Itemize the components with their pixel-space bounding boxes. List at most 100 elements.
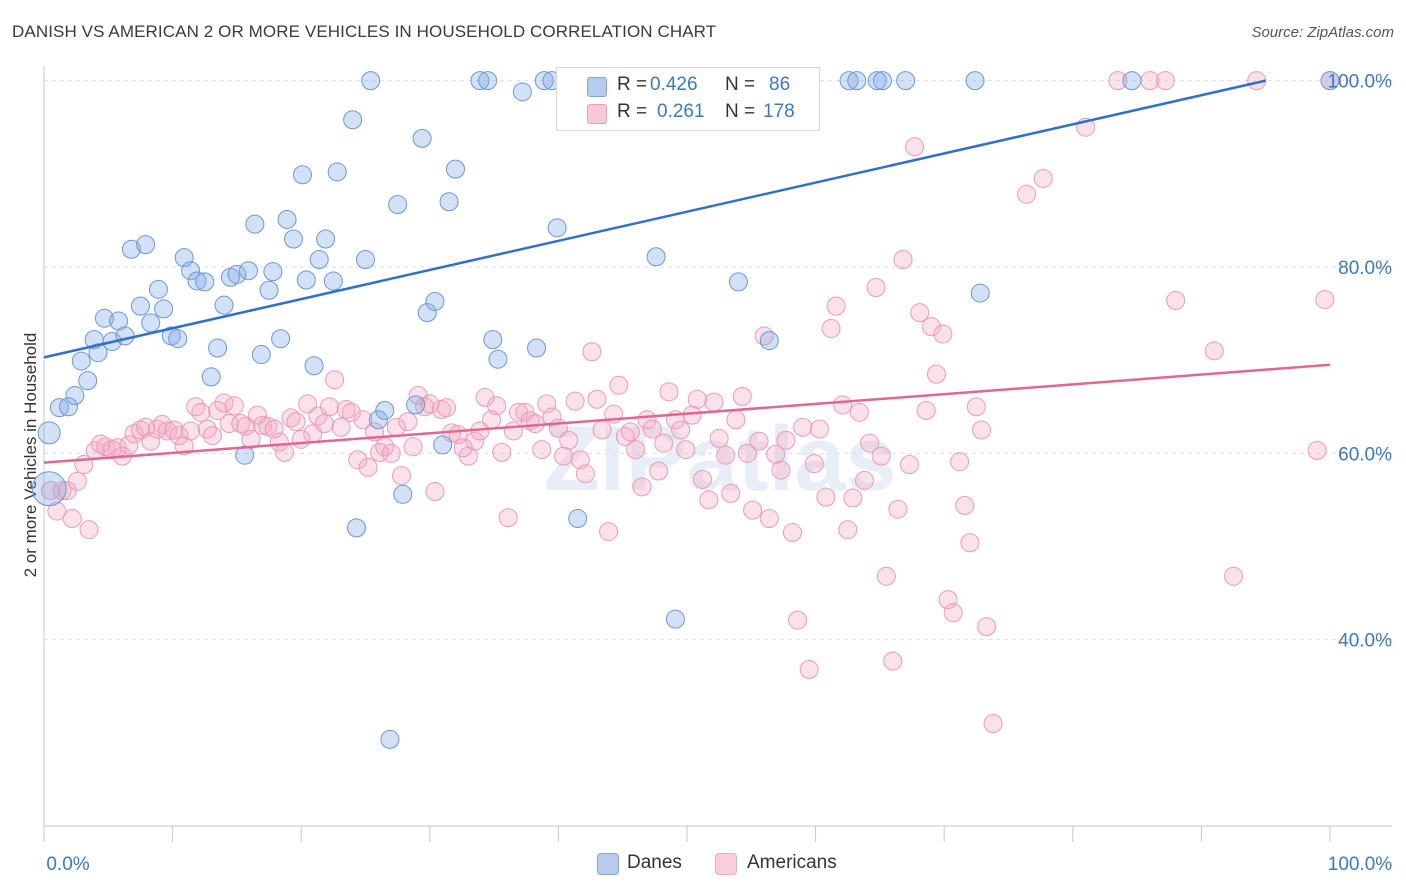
danes-point <box>88 343 108 363</box>
americans-point <box>732 386 752 406</box>
danes-point <box>867 71 887 91</box>
danes-point <box>327 162 347 182</box>
americans-point <box>269 432 289 452</box>
americans-point <box>626 440 646 460</box>
americans-point <box>124 424 144 444</box>
americans-point <box>319 397 339 417</box>
danes-point <box>208 338 228 358</box>
trend-lines <box>43 79 1331 464</box>
americans-point <box>883 651 903 671</box>
danes-point <box>277 209 297 229</box>
americans-point <box>782 523 802 543</box>
danes-point <box>425 291 445 311</box>
americans-point <box>341 402 361 422</box>
r-label: R = <box>617 74 648 95</box>
watermark: ZIPatlas <box>544 408 897 510</box>
americans-point <box>871 446 891 466</box>
danes-swatch <box>587 77 607 97</box>
x-tick-label: 100.0% <box>1328 854 1393 875</box>
americans-point <box>298 394 318 414</box>
americans-point <box>721 483 741 503</box>
danes-point <box>296 270 316 290</box>
danes-point <box>488 349 508 369</box>
americans-point <box>219 414 239 434</box>
danes-point <box>309 250 329 270</box>
danes-trend-line <box>43 79 1266 359</box>
americans-point <box>609 375 629 395</box>
americans-point <box>181 421 201 441</box>
danes-point <box>343 110 363 130</box>
danes-point <box>58 397 78 417</box>
americans-point <box>587 389 607 409</box>
gridlines <box>44 80 1392 641</box>
r-value: 0.426 <box>650 74 698 95</box>
americans-point <box>398 412 418 432</box>
americans-point <box>336 400 356 420</box>
danes-point <box>393 484 413 504</box>
americans-point <box>799 659 819 679</box>
americans-point <box>1307 441 1327 461</box>
americans-point <box>632 477 652 497</box>
danes-point <box>1122 71 1142 91</box>
americans-point <box>559 430 579 450</box>
americans-point <box>838 520 858 540</box>
americans-point <box>888 499 908 519</box>
danes-point <box>181 261 201 281</box>
americans-point <box>1224 566 1244 586</box>
y-tick-label: 60.0% <box>1338 444 1392 465</box>
americans-point <box>876 566 896 586</box>
americans-point <box>759 509 779 529</box>
danes-point <box>534 71 554 91</box>
americans-point <box>67 471 87 491</box>
americans-point <box>554 446 574 466</box>
americans-point <box>582 342 602 362</box>
americans-point <box>119 435 139 455</box>
danes-point <box>37 421 61 445</box>
americans-point <box>314 414 334 434</box>
americans-point <box>905 137 925 157</box>
americans-point <box>224 396 244 416</box>
americans-point <box>592 420 612 440</box>
danes-point <box>361 71 381 91</box>
danes-point <box>31 471 67 507</box>
americans-point <box>164 420 184 440</box>
americans-point <box>202 426 222 446</box>
danes-point <box>417 303 437 323</box>
danes-legend-swatch <box>597 853 619 875</box>
danes-point <box>512 82 532 102</box>
americans-point <box>532 440 552 460</box>
americans-point <box>331 417 351 437</box>
americans-point <box>565 391 585 411</box>
americans-point <box>599 522 619 542</box>
danes-point <box>130 296 150 316</box>
n-value: 178 <box>763 101 795 122</box>
americans-point <box>1166 291 1186 311</box>
americans-point <box>966 397 986 417</box>
americans-point <box>197 419 217 439</box>
americans-trend-line <box>43 363 1331 464</box>
danes-point <box>94 308 114 328</box>
danes-point <box>121 239 141 259</box>
americans-point <box>977 617 997 637</box>
danes-point <box>368 410 388 430</box>
danes-point <box>115 326 135 346</box>
danes-point <box>483 330 503 350</box>
americans-point <box>47 501 67 521</box>
americans-swatch <box>587 104 607 124</box>
americans-point <box>716 445 736 465</box>
americans-point <box>437 398 457 418</box>
tick-labels: 40.0% 60.0% 80.0% 100.0% 0.0% 100.0% <box>46 72 1392 875</box>
americans-point <box>141 431 161 451</box>
americans-point <box>465 431 485 451</box>
americans-point <box>503 421 523 441</box>
n-label: N = <box>725 74 756 95</box>
danes-point <box>136 235 156 255</box>
americans-point <box>325 370 345 390</box>
danes-point <box>78 371 98 391</box>
americans-point <box>899 454 919 474</box>
americans-point <box>498 508 518 528</box>
danes-point <box>356 250 375 270</box>
americans-point <box>776 430 796 450</box>
series-americans <box>40 71 1340 734</box>
